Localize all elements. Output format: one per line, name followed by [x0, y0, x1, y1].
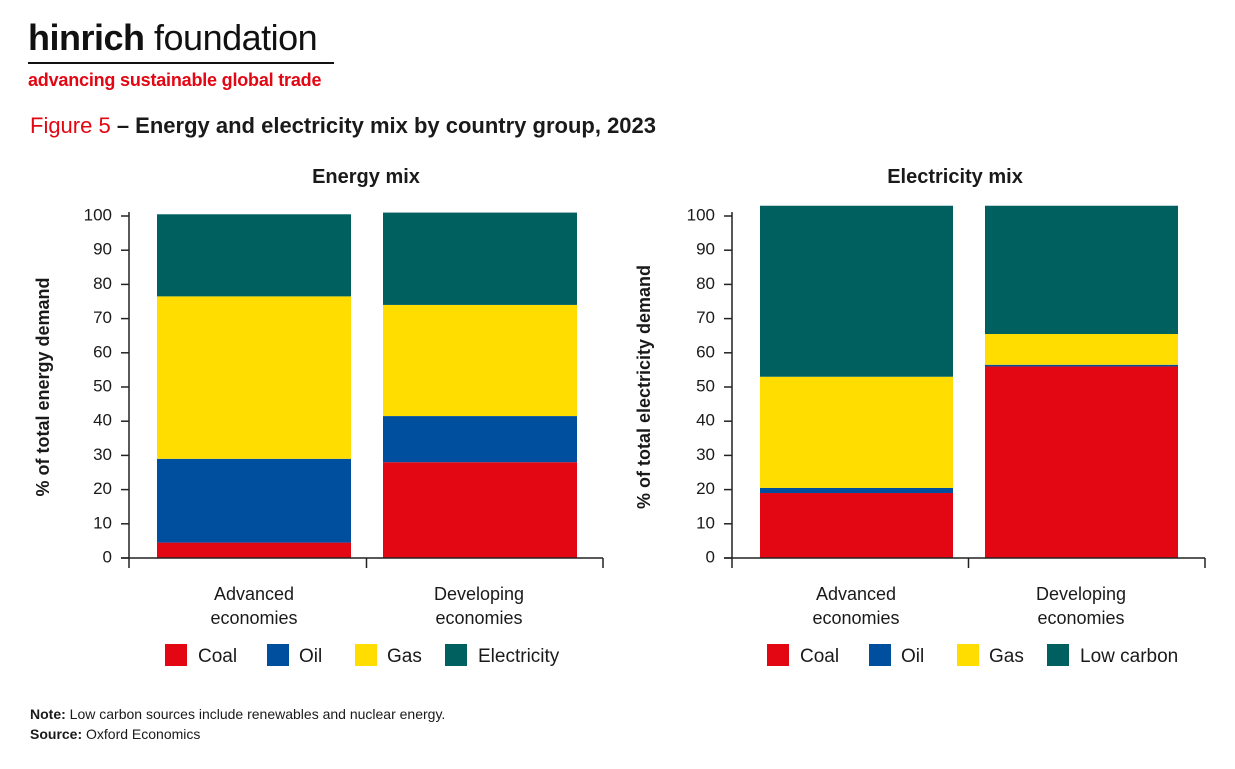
- chart1-legend-label-electricity: Electricity: [478, 646, 560, 667]
- chart1-ytick-label: 10: [93, 513, 112, 532]
- note-line: Note: Low carbon sources include renewab…: [30, 704, 445, 724]
- chart2-category-label-2: economies: [1037, 608, 1124, 628]
- source-label: Source:: [30, 726, 83, 742]
- source-text: Oxford Economics: [82, 726, 201, 742]
- chart2-category-label-1: economies: [812, 608, 899, 628]
- chart2-bar-gas-2: [985, 333, 1178, 365]
- chart1-category-label-2: economies: [435, 608, 522, 628]
- chart1-ytick-label: 30: [93, 445, 112, 464]
- chart1-bar-coal-1: [157, 542, 351, 558]
- brand-logo: hinrich foundation advancing sustainable…: [28, 18, 334, 91]
- chart1-bar-oil-1: [157, 458, 351, 543]
- chart2-ytick-label: 30: [696, 445, 715, 464]
- chart2-legend-swatch-coal: [767, 644, 789, 666]
- brand-rule: [28, 62, 334, 64]
- figure-title-text: – Energy and electricity mix by country …: [110, 113, 657, 138]
- brand-name-light: foundation: [144, 17, 318, 58]
- chart2-legend-label-low-carbon: Low carbon: [1080, 646, 1178, 667]
- chart1-ytick-label: 70: [93, 308, 112, 327]
- chart2-legend-swatch-low-carbon: [1047, 644, 1069, 666]
- chart1-bar-gas-2: [383, 304, 577, 417]
- chart2-ylabel: % of total electricity demand: [634, 265, 654, 509]
- figure-number: Figure 5: [30, 113, 111, 138]
- chart1-ytick-label: 60: [93, 342, 112, 361]
- chart1-ytick-label: 90: [93, 240, 112, 259]
- chart2-legend-label-oil: Oil: [901, 646, 924, 667]
- chart2-ytick-label: 50: [696, 376, 715, 395]
- chart2-ytick-label: 0: [706, 547, 715, 566]
- chart1-ytick-label: 50: [93, 376, 112, 395]
- chart1-bar-oil-2: [383, 416, 577, 463]
- chart1-category-label-2: Developing: [434, 584, 524, 604]
- chart1-bar-electricity-1: [157, 214, 351, 297]
- chart2-legend-swatch-gas: [957, 644, 979, 666]
- chart1-ylabel: % of total energy demand: [33, 277, 53, 496]
- chart1-bar-gas-1: [157, 296, 351, 459]
- chart2-bar-low-carbon-1: [760, 205, 953, 377]
- chart2-bar-coal-2: [985, 366, 1178, 558]
- chart1-ytick-label: 0: [103, 547, 112, 566]
- chart2-bar-gas-1: [760, 376, 953, 488]
- note-text: Low carbon sources include renewables an…: [65, 706, 446, 722]
- chart1-legend-label-gas: Gas: [387, 646, 422, 667]
- chart2-ytick-label: 90: [696, 240, 715, 259]
- chart2-title: Electricity mix: [887, 166, 1023, 188]
- chart1-ytick-label: 80: [93, 274, 112, 293]
- chart2-bar-oil-1: [760, 487, 953, 494]
- chart1-legend-swatch-gas: [355, 644, 377, 666]
- chart2-ytick-label: 70: [696, 308, 715, 327]
- chart1-category-label-1: economies: [210, 608, 297, 628]
- chart2-ytick-label: 20: [696, 479, 715, 498]
- chart1-legend-label-coal: Coal: [198, 646, 237, 667]
- chart2-bar-oil-2: [985, 364, 1178, 367]
- chart1-legend-swatch-electricity: [445, 644, 467, 666]
- chart2-category-label-1: Advanced: [816, 584, 896, 604]
- notes: Note: Low carbon sources include renewab…: [30, 704, 445, 744]
- chart1-legend-swatch-oil: [267, 644, 289, 666]
- chart1-legend-swatch-coal: [165, 644, 187, 666]
- chart1-title: Energy mix: [312, 166, 420, 188]
- chart2-ytick-label: 10: [696, 513, 715, 532]
- chart2-bar-coal-1: [760, 493, 953, 558]
- chart2-ytick-label: 80: [696, 274, 715, 293]
- chart2-ytick-label: 40: [696, 411, 715, 430]
- chart1-bar-electricity-2: [383, 212, 577, 305]
- chart1-category-label-1: Advanced: [214, 584, 294, 604]
- source-line: Source: Oxford Economics: [30, 724, 445, 744]
- chart2-ytick-label: 100: [687, 205, 715, 224]
- brand-name: hinrich foundation: [28, 18, 334, 58]
- chart1-ytick-label: 20: [93, 479, 112, 498]
- chart1-ytick-label: 100: [84, 205, 112, 224]
- chart2-category-label-2: Developing: [1036, 584, 1126, 604]
- chart2-legend-label-coal: Coal: [800, 646, 839, 667]
- brand-name-bold: hinrich: [28, 17, 145, 58]
- chart2-ytick-label: 60: [696, 342, 715, 361]
- chart1-ytick-label: 40: [93, 411, 112, 430]
- chart2-bar-low-carbon-2: [985, 205, 1178, 334]
- figure-title: Figure 5 – Energy and electricity mix by…: [30, 113, 656, 139]
- chart2-legend-swatch-oil: [869, 644, 891, 666]
- chart2-legend-label-gas: Gas: [989, 646, 1024, 667]
- brand-tagline: advancing sustainable global trade: [28, 70, 322, 90]
- chart1-bar-coal-2: [383, 462, 577, 558]
- chart1-legend-label-oil: Oil: [299, 646, 322, 667]
- note-label: Note:: [30, 706, 66, 722]
